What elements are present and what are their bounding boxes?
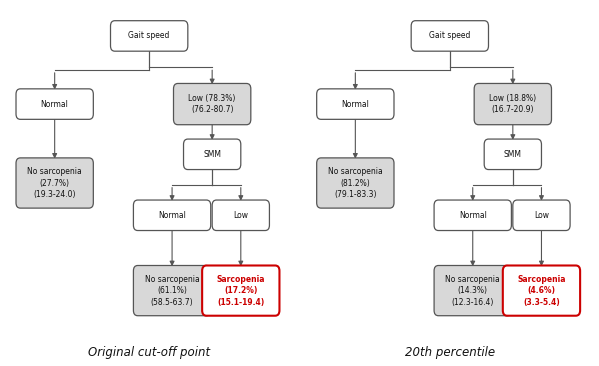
Text: No sarcopenia
(61.1%)
(58.5-63.7): No sarcopenia (61.1%) (58.5-63.7)	[145, 274, 199, 307]
Text: Sarcopenia
(4.6%)
(3.3-5.4): Sarcopenia (4.6%) (3.3-5.4)	[517, 274, 565, 307]
Text: No sarcopenia
(27.7%)
(19.3-24.0): No sarcopenia (27.7%) (19.3-24.0)	[28, 167, 82, 199]
Text: Gait speed: Gait speed	[429, 31, 471, 40]
FancyBboxPatch shape	[503, 265, 580, 316]
FancyBboxPatch shape	[434, 200, 512, 231]
Text: Gait speed: Gait speed	[128, 31, 170, 40]
FancyBboxPatch shape	[174, 83, 251, 125]
Text: No sarcopenia
(81.2%)
(79.1-83.3): No sarcopenia (81.2%) (79.1-83.3)	[328, 167, 383, 199]
FancyBboxPatch shape	[513, 200, 570, 231]
FancyBboxPatch shape	[202, 265, 280, 316]
FancyBboxPatch shape	[484, 139, 541, 169]
Text: SMM: SMM	[504, 150, 522, 159]
Text: Normal: Normal	[459, 211, 486, 220]
FancyBboxPatch shape	[434, 265, 512, 316]
Text: SMM: SMM	[203, 150, 221, 159]
Text: Normal: Normal	[158, 211, 186, 220]
FancyBboxPatch shape	[474, 83, 552, 125]
FancyBboxPatch shape	[212, 200, 270, 231]
Text: Normal: Normal	[341, 100, 369, 109]
FancyBboxPatch shape	[134, 200, 211, 231]
Text: Low: Low	[233, 211, 249, 220]
FancyBboxPatch shape	[411, 21, 489, 51]
Text: Low: Low	[534, 211, 549, 220]
FancyBboxPatch shape	[317, 158, 394, 208]
Text: Sarcopenia
(17.2%)
(15.1-19.4): Sarcopenia (17.2%) (15.1-19.4)	[217, 274, 265, 307]
Text: Low (78.3%)
(76.2-80.7): Low (78.3%) (76.2-80.7)	[189, 94, 236, 114]
FancyBboxPatch shape	[317, 89, 394, 119]
FancyBboxPatch shape	[16, 158, 93, 208]
Text: Low (18.8%)
(16.7-20.9): Low (18.8%) (16.7-20.9)	[489, 94, 536, 114]
FancyBboxPatch shape	[110, 21, 188, 51]
FancyBboxPatch shape	[16, 89, 93, 119]
Text: 20th percentile: 20th percentile	[405, 346, 495, 359]
Text: Original cut-off point: Original cut-off point	[88, 346, 210, 359]
Text: Normal: Normal	[41, 100, 69, 109]
FancyBboxPatch shape	[134, 265, 211, 316]
Text: No sarcopenia
(14.3%)
(12.3-16.4): No sarcopenia (14.3%) (12.3-16.4)	[446, 274, 500, 307]
FancyBboxPatch shape	[183, 139, 241, 169]
